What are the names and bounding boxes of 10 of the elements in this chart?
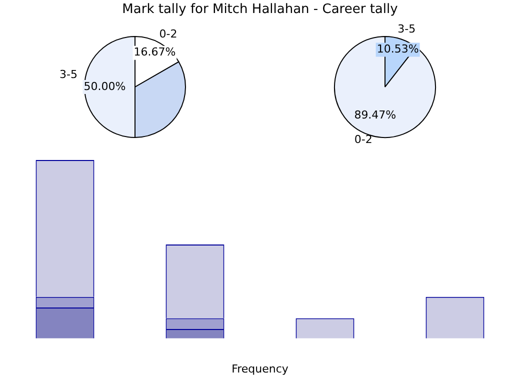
data-label: 89.47% [354,108,396,122]
x-axis-title: Frequency [232,362,289,376]
slice-label: 0-2 [159,27,178,40]
slice-label: 3-5 [398,22,416,36]
text: Mark tally for Mitch Hallahan - Career tally [121,1,399,19]
data-label: 10.53% [376,42,419,56]
slice-label: 0-2 [354,133,372,146]
data-label: 16.67% [134,46,176,59]
data-label: 50.00% [84,80,126,93]
slice-label: 3-5 [60,68,78,81]
